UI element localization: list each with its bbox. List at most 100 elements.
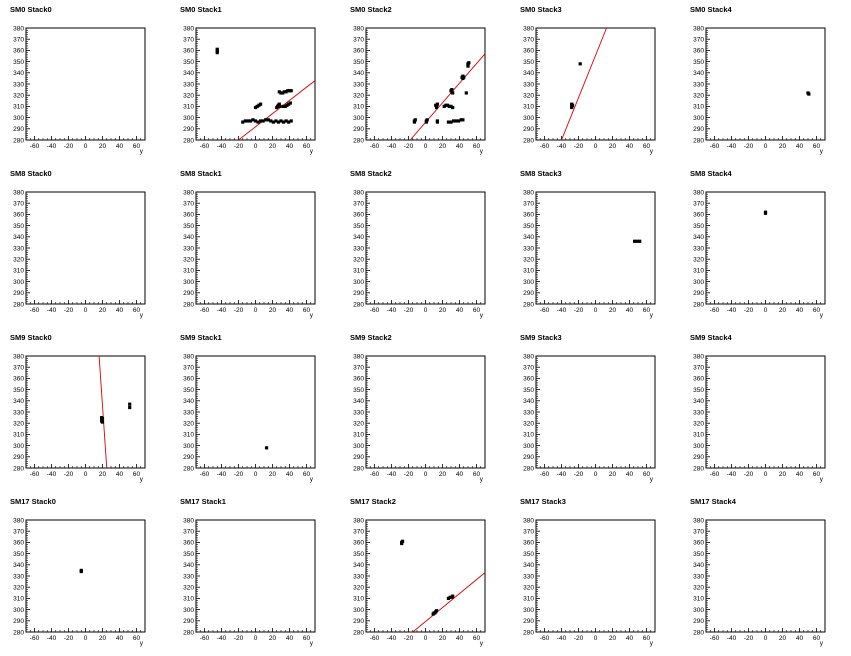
x-axis-label: y [310, 148, 314, 155]
y-tick-label: 300 [13, 279, 24, 286]
x-tick-label: 0 [594, 635, 598, 642]
scatter-plot: 380 370 360 350 340 330 320 310 300 290 280 -60 -40-… [523, 517, 656, 647]
data-point [271, 120, 275, 124]
data-point [276, 120, 281, 124]
x-tick-label: 0 [254, 307, 258, 314]
y-tick-label: 360 [693, 48, 704, 55]
chart-panel: SM9 Stack0 380 370 360 350 340 330 320 310 300 290… [0, 328, 170, 492]
data-point [261, 119, 265, 123]
y-tick-label: 310 [13, 432, 24, 439]
data-point [464, 91, 468, 95]
x-tick-label: 60 [643, 143, 651, 150]
x-tick-label: 0 [424, 143, 428, 150]
x-tick-label: 60 [643, 307, 651, 314]
data-point [266, 118, 270, 122]
panel-title: SM0 Stack0 [10, 5, 52, 14]
x-tick-label: 60 [303, 635, 311, 642]
y-tick-label: 320 [523, 585, 534, 592]
y-tick-label: 320 [353, 257, 364, 264]
y-tick-label: 350 [523, 59, 534, 66]
chart-panel: SM9 Stack3 380 370 360 350 340 330 320 310 300 290… [510, 328, 680, 492]
panel-title: SM8 Stack1 [180, 169, 222, 178]
data-point [286, 89, 290, 93]
y-tick-label: 370 [13, 529, 24, 536]
y-tick-label: 300 [353, 607, 364, 614]
panel-title: SM8 Stack0 [10, 169, 52, 178]
x-tick-label: 40 [286, 635, 294, 642]
x-axis-label: y [820, 476, 824, 483]
y-tick-label: 340 [183, 398, 194, 405]
y-tick-label: 280 [693, 137, 704, 144]
y-tick-label: 280 [353, 301, 364, 308]
y-tick-label: 290 [693, 618, 704, 625]
y-tick-label: 320 [183, 421, 194, 428]
x-tick-label: 0 [254, 635, 258, 642]
x-axis-label: y [820, 640, 824, 647]
y-tick-label: 340 [693, 398, 704, 405]
plot-frame [195, 519, 316, 633]
x-tick-label: 60 [473, 635, 481, 642]
y-tick-label: 380 [13, 353, 24, 360]
y-tick-label: 300 [183, 443, 194, 450]
y-tick-label: 310 [183, 104, 194, 111]
y-tick-label: 280 [353, 465, 364, 472]
y-tick-label: 320 [523, 93, 534, 100]
y-tick-label: 300 [13, 115, 24, 122]
data-point [279, 91, 283, 95]
x-tick-label: -40 [387, 143, 397, 150]
x-tick-label: -40 [217, 635, 227, 642]
x-tick-label: -20 [404, 635, 414, 642]
data-point [635, 239, 639, 243]
x-tick-label: 20 [609, 143, 617, 150]
x-axis-label: y [310, 476, 314, 483]
y-tick-label: 380 [183, 353, 194, 360]
y-tick-label: 290 [183, 126, 194, 133]
x-axis-label: y [140, 640, 144, 647]
y-tick-label: 300 [13, 443, 24, 450]
y-tick-label: 350 [13, 223, 24, 230]
panel-title: SM9 Stack1 [180, 333, 222, 342]
data-point [253, 119, 258, 123]
y-tick-label: 370 [353, 37, 364, 44]
x-tick-label: -60 [540, 143, 550, 150]
x-tick-label: 20 [439, 143, 447, 150]
x-tick-label: 40 [796, 635, 804, 642]
x-tick-label: 60 [303, 307, 311, 314]
x-tick-label: -20 [234, 471, 244, 478]
y-tick-label: 360 [183, 376, 194, 383]
y-tick-label: 340 [13, 398, 24, 405]
y-tick-label: 280 [13, 629, 24, 636]
y-tick-label: 350 [693, 551, 704, 558]
y-tick-label: 350 [523, 223, 534, 230]
y-tick-label: 320 [183, 257, 194, 264]
x-tick-label: 0 [764, 307, 768, 314]
y-tick-label: 370 [693, 529, 704, 536]
y-tick-label: 290 [183, 290, 194, 297]
x-tick-label: 20 [439, 471, 447, 478]
data-point [264, 446, 269, 450]
plot-frame [365, 519, 486, 633]
y-tick-label: 330 [353, 81, 364, 88]
y-tick-label: 370 [183, 365, 194, 372]
y-tick-label: 310 [523, 104, 534, 111]
y-tick-label: 310 [353, 104, 364, 111]
x-tick-label: 20 [609, 635, 617, 642]
y-tick-label: 380 [523, 189, 534, 196]
plot-frame [25, 191, 146, 305]
y-tick-label: 340 [13, 234, 24, 241]
panel-title: SM17 Stack3 [520, 497, 566, 506]
data-point [434, 609, 439, 613]
x-tick-label: 60 [643, 635, 651, 642]
y-tick-label: 350 [13, 59, 24, 66]
x-tick-label: -40 [217, 471, 227, 478]
y-tick-label: 310 [353, 596, 364, 603]
chart-panel: SM0 Stack4 380 370 360 350 340 330 320 310 300 290… [680, 0, 850, 164]
y-tick-label: 330 [353, 573, 364, 580]
y-tick-label: 300 [183, 607, 194, 614]
y-tick-label: 340 [353, 398, 364, 405]
data-point [285, 103, 289, 107]
y-tick-label: 370 [693, 365, 704, 372]
x-tick-label: -60 [200, 143, 210, 150]
plot-frame [705, 519, 826, 633]
y-tick-label: 310 [523, 268, 534, 275]
